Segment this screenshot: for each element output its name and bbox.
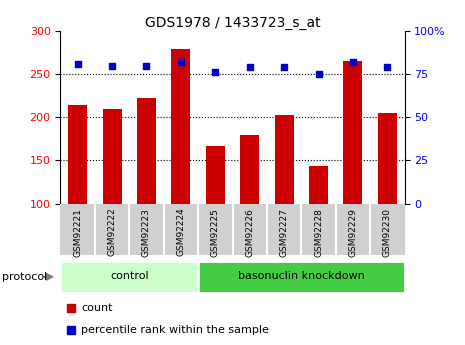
Point: [384, 65, 391, 70]
Bar: [309, 166, 328, 204]
Text: GSM92222: GSM92222: [107, 208, 117, 256]
Text: GSM92227: GSM92227: [279, 208, 289, 257]
Point: [280, 65, 288, 70]
Text: GSM92225: GSM92225: [211, 208, 220, 257]
Point: [74, 61, 81, 67]
Text: GSM92229: GSM92229: [348, 208, 358, 257]
Bar: [103, 109, 121, 204]
Text: GDS1978 / 1433723_s_at: GDS1978 / 1433723_s_at: [145, 16, 320, 30]
Bar: [68, 105, 87, 204]
Point: [67, 306, 74, 311]
Bar: [206, 146, 225, 204]
Bar: [344, 61, 362, 204]
Bar: [60, 260, 198, 293]
Bar: [137, 98, 156, 204]
Bar: [378, 113, 397, 204]
Bar: [240, 136, 259, 204]
Text: GSM92226: GSM92226: [245, 208, 254, 257]
Point: [212, 70, 219, 75]
Text: protocol: protocol: [2, 272, 47, 282]
Bar: [172, 49, 190, 204]
Text: GSM92221: GSM92221: [73, 208, 82, 257]
Point: [315, 71, 322, 77]
Text: GSM92223: GSM92223: [142, 208, 151, 257]
Point: [246, 65, 253, 70]
Text: GSM92228: GSM92228: [314, 208, 323, 257]
Text: count: count: [81, 304, 113, 314]
Point: [177, 59, 185, 65]
Bar: [198, 260, 405, 293]
Text: GSM92224: GSM92224: [176, 208, 186, 256]
Text: basonuclin knockdown: basonuclin knockdown: [238, 271, 365, 281]
Point: [67, 327, 74, 333]
Point: [349, 59, 357, 65]
Bar: [275, 115, 293, 204]
Text: GSM92230: GSM92230: [383, 208, 392, 257]
Point: [143, 63, 150, 68]
Point: [108, 63, 116, 68]
Text: control: control: [110, 271, 149, 281]
Text: percentile rank within the sample: percentile rank within the sample: [81, 325, 269, 335]
